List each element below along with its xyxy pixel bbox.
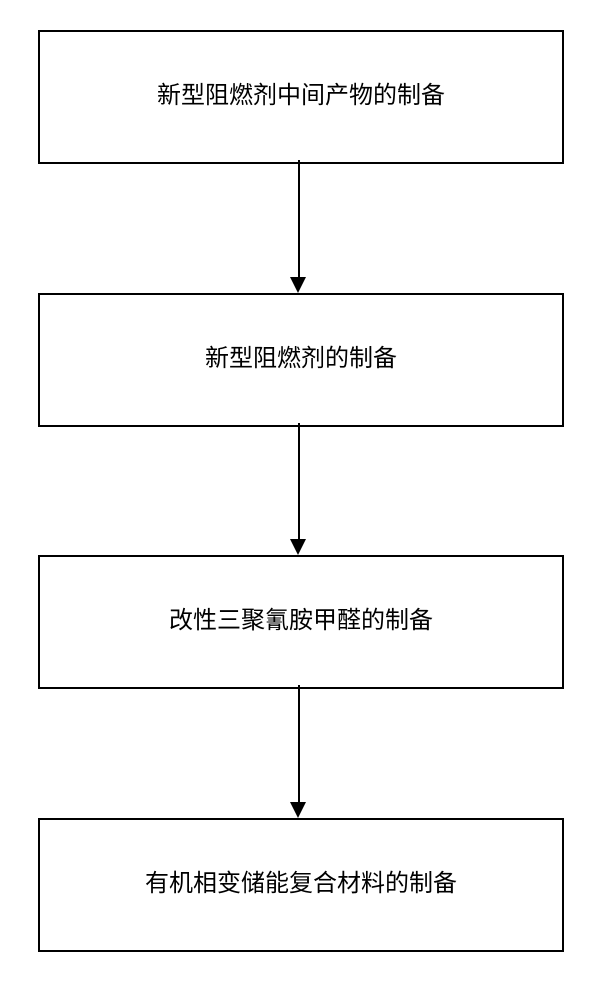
flowchart-node-3: 改性三聚氰胺甲醛的制备 [38, 555, 564, 689]
flowchart-node-2: 新型阻燃剂的制备 [38, 293, 564, 427]
node-4-label: 有机相变储能复合材料的制备 [135, 868, 467, 902]
arrow-3-line [298, 685, 300, 802]
arrow-3-head [290, 802, 306, 818]
flowchart-node-4: 有机相变储能复合材料的制备 [38, 818, 564, 952]
arrow-2-head [290, 539, 306, 555]
flowchart-node-1: 新型阻燃剂中间产物的制备 [38, 30, 564, 164]
arrow-2-line [298, 423, 300, 539]
arrow-1-line [298, 160, 300, 277]
arrow-1-head [290, 277, 306, 293]
node-3-label: 改性三聚氰胺甲醛的制备 [159, 605, 443, 639]
node-2-label: 新型阻燃剂的制备 [195, 343, 407, 377]
node-1-label: 新型阻燃剂中间产物的制备 [147, 80, 455, 114]
